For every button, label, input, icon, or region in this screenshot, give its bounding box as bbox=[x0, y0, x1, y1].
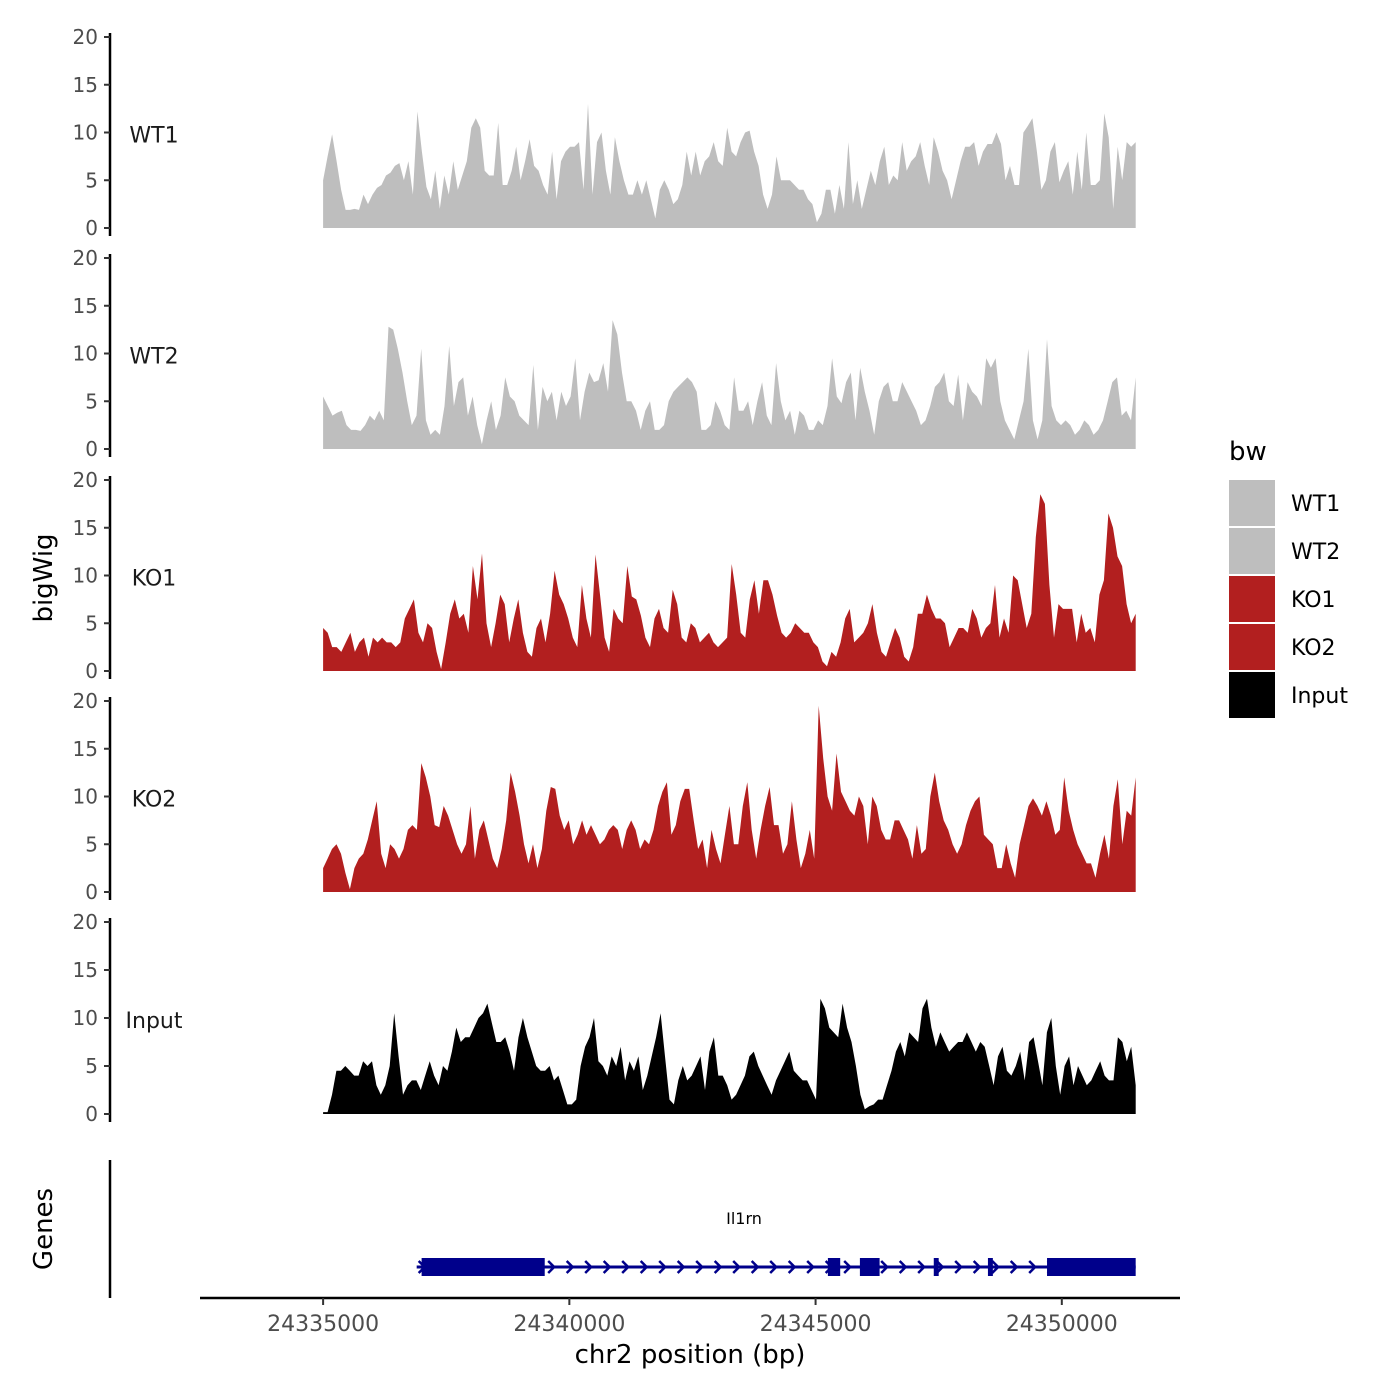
gene-strand-arrow bbox=[621, 1260, 630, 1274]
y-tick-label: 20 bbox=[73, 25, 98, 49]
gene-strand-arrow bbox=[713, 1260, 723, 1274]
x-tick-label: 24350000 bbox=[1006, 1312, 1118, 1337]
y-tick-label: 15 bbox=[73, 737, 98, 761]
track-wt2: 0 5 10 15 20 WT2 bbox=[73, 246, 1136, 461]
legend-label-ko1: KO1 bbox=[1291, 588, 1336, 613]
legend-key-ko2 bbox=[1229, 624, 1275, 670]
x-tick-label: 24335000 bbox=[267, 1312, 379, 1337]
gene-strand-arrow bbox=[750, 1260, 760, 1274]
gene-strand-arrow bbox=[584, 1260, 593, 1274]
track-label-ko1: KO1 bbox=[132, 567, 177, 592]
y-tick-label: 15 bbox=[73, 516, 98, 540]
gene-strand-arrow bbox=[1028, 1260, 1037, 1274]
y-tick-label: 20 bbox=[73, 689, 98, 713]
y-tick-label: 0 bbox=[85, 659, 98, 683]
y-tick-label: 5 bbox=[85, 832, 98, 856]
legend-title: bw bbox=[1229, 437, 1267, 467]
gene-exon bbox=[859, 1258, 880, 1276]
track-label-input: Input bbox=[126, 1009, 183, 1034]
gene-strand-arrow bbox=[639, 1260, 649, 1274]
y-tick-label: 0 bbox=[85, 1102, 98, 1126]
gene-exon bbox=[1047, 1258, 1136, 1276]
y-tick-label: 10 bbox=[73, 1006, 98, 1030]
gene-strand-arrow bbox=[565, 1260, 575, 1274]
legend-key-wt1 bbox=[1229, 480, 1275, 526]
y-tick-label: 0 bbox=[85, 216, 98, 240]
y-tick-label: 5 bbox=[85, 389, 98, 413]
track-wt1: 0 5 10 15 20 WT1 bbox=[73, 25, 1136, 240]
legend-key-wt2 bbox=[1229, 528, 1275, 574]
gene-exon bbox=[421, 1258, 545, 1276]
gene-strand-arrow bbox=[954, 1260, 963, 1274]
bigwig-tracks: 0 5 10 15 20 WT1 0 5 10 15 20 WT2 0 5 10 15 20 KO1 0 5 10 15 2… bbox=[73, 25, 1136, 1126]
y-axis-title: bigWig bbox=[29, 533, 59, 622]
gene-strand-arrow bbox=[602, 1260, 612, 1274]
legend-label-ko2: KO2 bbox=[1291, 636, 1336, 661]
x-axis-title: chr2 position (bp) bbox=[575, 1340, 806, 1370]
legend: bw WT1 WT2 KO1 KO2 Input bbox=[1229, 437, 1348, 718]
genes-axis-title: Genes bbox=[29, 1188, 59, 1270]
legend-label-wt2: WT2 bbox=[1291, 540, 1340, 565]
y-tick-label: 10 bbox=[73, 785, 98, 809]
y-tick-label: 15 bbox=[73, 294, 98, 318]
y-tick-label: 20 bbox=[73, 468, 98, 492]
gene-strand-arrow bbox=[1009, 1260, 1019, 1274]
track-label-ko2: KO2 bbox=[132, 788, 177, 813]
gene-exon bbox=[987, 1258, 993, 1276]
legend-label-input: Input bbox=[1291, 684, 1348, 709]
gene-strand-arrow bbox=[991, 1260, 1000, 1274]
y-tick-label: 0 bbox=[85, 880, 98, 904]
legend-label-wt1: WT1 bbox=[1291, 492, 1340, 517]
gene-strand-arrow bbox=[898, 1260, 908, 1274]
area-wt1 bbox=[323, 103, 1136, 228]
x-axis: 24335000 24340000 24345000 24350000 bbox=[200, 1296, 1180, 1337]
x-tick-label: 24340000 bbox=[513, 1312, 625, 1337]
y-tick-label: 10 bbox=[73, 564, 98, 588]
y-tick-label: 10 bbox=[73, 342, 98, 366]
y-tick-label: 10 bbox=[73, 121, 98, 145]
area-wt2 bbox=[323, 320, 1136, 449]
area-ko1 bbox=[323, 494, 1136, 671]
y-tick-label: 20 bbox=[73, 910, 98, 934]
gene-strand-arrow bbox=[843, 1260, 852, 1274]
gene-name: Il1rn bbox=[726, 1209, 762, 1228]
y-tick-label: 15 bbox=[73, 73, 98, 97]
gene-strand-arrow bbox=[547, 1260, 556, 1274]
track-label-wt2: WT2 bbox=[129, 345, 178, 370]
x-tick-label: 24345000 bbox=[760, 1312, 872, 1337]
area-input bbox=[323, 998, 1136, 1114]
area-ko2 bbox=[323, 705, 1136, 892]
y-tick-label: 15 bbox=[73, 958, 98, 982]
gene-strand-arrow bbox=[972, 1260, 982, 1274]
legend-key-ko1 bbox=[1229, 576, 1275, 622]
y-tick-label: 0 bbox=[85, 437, 98, 461]
gene-strand-arrow bbox=[695, 1260, 704, 1274]
gene-strand-arrow bbox=[806, 1260, 815, 1274]
gene-strand-arrow bbox=[787, 1260, 797, 1274]
y-tick-label: 20 bbox=[73, 246, 98, 270]
gene-strand-arrow bbox=[658, 1260, 667, 1274]
y-tick-label: 5 bbox=[85, 168, 98, 192]
track-label-wt1: WT1 bbox=[129, 124, 178, 149]
track-ko2: 0 5 10 15 20 KO2 bbox=[73, 689, 1136, 904]
gene-strand-arrow bbox=[917, 1260, 926, 1274]
track-input: 0 5 10 15 20 Input bbox=[73, 910, 1136, 1126]
legend-key-input bbox=[1229, 672, 1275, 718]
y-tick-label: 5 bbox=[85, 611, 98, 635]
track-ko1: 0 5 10 15 20 KO1 bbox=[73, 468, 1136, 683]
y-tick-label: 5 bbox=[85, 1054, 98, 1078]
gene-strand-arrow bbox=[769, 1260, 778, 1274]
gene-exon bbox=[933, 1258, 939, 1276]
gene-strand-arrow bbox=[676, 1260, 686, 1274]
gene-strand-arrow bbox=[880, 1260, 889, 1274]
gene-strand-arrow bbox=[732, 1260, 741, 1274]
gene-track: Il1rn bbox=[108, 1160, 1136, 1298]
gene-exon bbox=[827, 1258, 841, 1276]
